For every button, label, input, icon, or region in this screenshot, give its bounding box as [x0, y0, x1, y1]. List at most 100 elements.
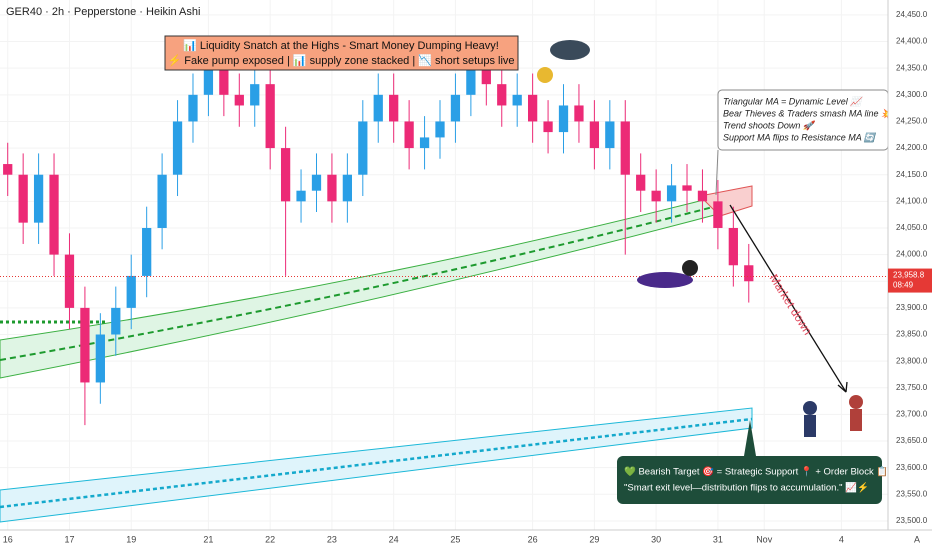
candles [0, 46, 888, 426]
candle-body [543, 121, 553, 133]
y-tick-label: 23,750.0 [896, 383, 928, 392]
countdown-label: 08:49 [893, 281, 914, 290]
y-tick-label: 24,200.0 [896, 143, 928, 152]
y-tick-label: 23,900.0 [896, 303, 928, 312]
candle-body [651, 190, 661, 202]
y-tick-label: 24,000.0 [896, 250, 928, 259]
current-price-label: 23,958.8 [893, 271, 925, 280]
candle-body [3, 164, 13, 175]
ma-band [0, 407, 753, 523]
banner-text: ⚡ Fake pump exposed | 📊 supply zone stac… [167, 54, 514, 67]
candle-body [203, 68, 214, 95]
axis-mode: A [914, 534, 920, 544]
y-tick-label: 23,650.0 [896, 436, 928, 445]
y-tick-label: 23,550.0 [896, 489, 928, 498]
current-price-tag [888, 268, 932, 293]
candle-body [80, 307, 90, 383]
candle-body [157, 174, 167, 228]
candle-body [389, 94, 399, 122]
axes: 24,450.0 24,400.0 24,350.0 24,300.0 24,250.0… [3, 10, 932, 544]
candle-body [574, 105, 584, 122]
x-tick-label: 21 [203, 534, 213, 544]
candle-body [172, 121, 183, 175]
y-tick-label: 24,100.0 [896, 196, 928, 205]
candle-body [358, 121, 368, 175]
candle-body [49, 174, 59, 255]
target-pointer [744, 420, 756, 456]
candle-body [280, 148, 291, 202]
candle-body [342, 174, 352, 202]
candle-body [682, 185, 692, 191]
candle-body [142, 227, 152, 276]
y-tick-label: 24,150.0 [896, 170, 928, 179]
y-tick-label: 24,450.0 [896, 10, 928, 19]
ma-line [0, 417, 753, 509]
candle-body [558, 105, 569, 133]
candle-body [234, 94, 244, 106]
x-tick-label: 30 [651, 534, 661, 544]
candle-body [620, 121, 630, 175]
candle-body [219, 68, 229, 95]
x-tick-label: 25 [450, 534, 460, 544]
candle-body [636, 174, 646, 191]
callout-pointer [715, 149, 719, 196]
x-tick-label: 19 [126, 534, 136, 544]
arrow [729, 204, 847, 393]
candle-body [512, 94, 522, 106]
candle-body [311, 174, 322, 191]
banner-box [164, 35, 519, 71]
candle-body [64, 254, 75, 308]
x-tick-label: Nov [756, 534, 773, 544]
price-axis [888, 0, 932, 530]
candle-body [188, 94, 198, 122]
candle-body [126, 275, 136, 308]
y-tick-label: 23,800.0 [896, 356, 928, 365]
y-tick-label: 23,700.0 [896, 410, 928, 419]
y-tick-label: 23,600.0 [896, 463, 928, 472]
candle-body [250, 84, 260, 106]
candle-body [713, 201, 723, 228]
x-tick-label: 31 [713, 534, 723, 544]
y-tick-label: 24,350.0 [896, 63, 928, 72]
y-tick-label: 23,850.0 [896, 330, 928, 339]
candle-body [327, 174, 337, 202]
candle-body [605, 121, 615, 149]
candle-body [419, 137, 430, 149]
y-tick-label: 24,400.0 [896, 37, 928, 46]
candle-body [95, 334, 105, 383]
candle-body [296, 190, 306, 202]
candle-body [33, 174, 44, 223]
y-tick-label: 24,300.0 [896, 90, 928, 99]
x-tick-label: 23 [327, 534, 337, 544]
x-tick-label: 22 [265, 534, 275, 544]
x-tick-label: 17 [64, 534, 74, 544]
arrow-head [837, 381, 848, 393]
target-text: "Smart exit level—distribution flips to … [624, 482, 869, 494]
candle-body [589, 121, 600, 149]
x-tick-label: 26 [528, 534, 538, 544]
callout-text: Triangular MA = Dynamic Level 📈 [723, 95, 863, 106]
x-tick-label: 24 [389, 534, 399, 544]
candle-body [18, 174, 28, 223]
target-text: 💚 Bearish Target 🎯 = Strategic Support 📍… [624, 466, 888, 478]
target-box [617, 456, 882, 504]
x-tick-label: 4 [839, 534, 844, 544]
figures [537, 40, 863, 437]
candle-body [265, 84, 275, 149]
candle-body [466, 68, 476, 95]
candle-body [728, 227, 738, 266]
chart-title: GER40 · 2h · Pepperstone · Heikin Ashi [6, 6, 200, 18]
candle-body [697, 190, 708, 202]
x-tick-label: 29 [589, 534, 599, 544]
callout-text: Bear Thieves & Traders smash MA line 💥 [723, 107, 894, 119]
candle-body [373, 94, 383, 122]
candle-body [404, 121, 414, 149]
y-tick-label: 24,250.0 [896, 117, 928, 126]
banner-text: 📊 Liquidity Snatch at the Highs - Smart … [183, 39, 499, 52]
candle-body [744, 265, 754, 282]
candle-body [666, 185, 677, 202]
ma-line [0, 196, 752, 361]
y-tick-label: 23,500.0 [896, 516, 928, 525]
callout-text: Trend shoots Down 🚀 [723, 119, 817, 130]
